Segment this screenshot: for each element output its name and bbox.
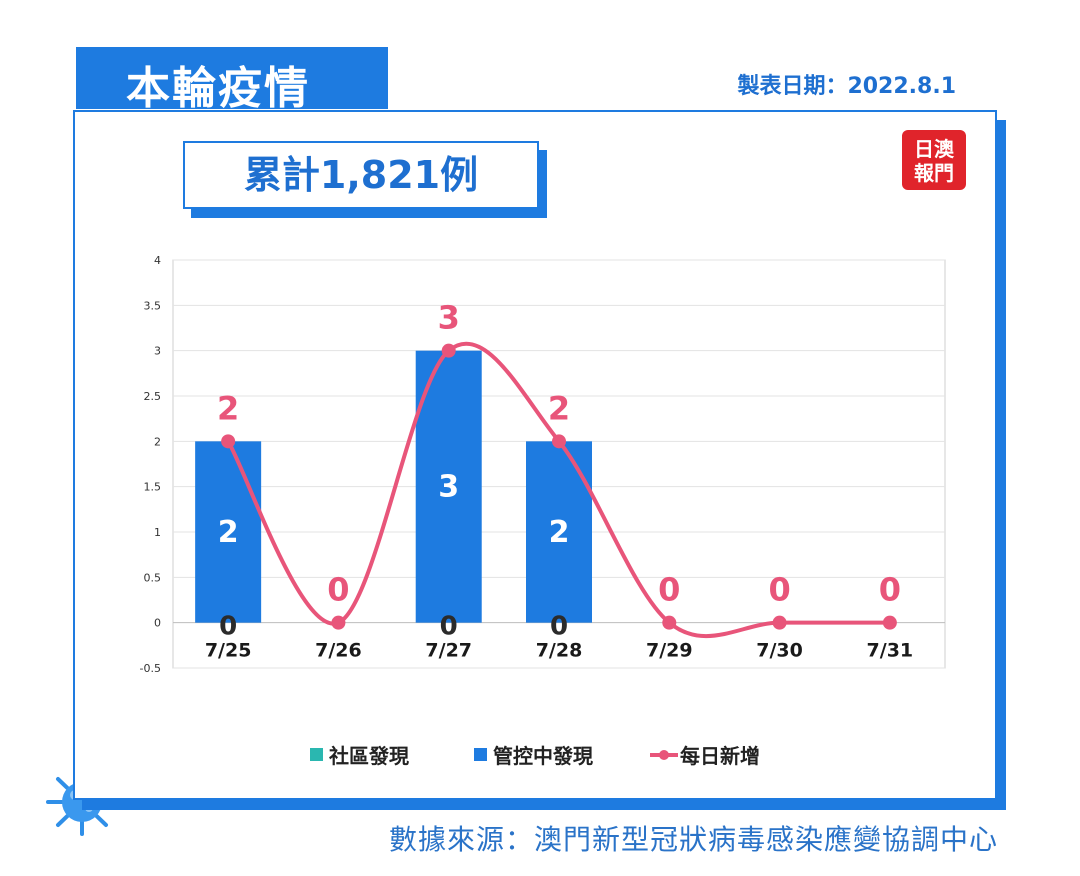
svg-text:報門: 報門: [914, 161, 954, 185]
y-tick-label: 1.5: [144, 481, 162, 494]
y-tick-label: 2: [154, 435, 161, 448]
line-value-label: 2: [548, 389, 570, 427]
bar: [415, 350, 482, 623]
community-value-label: 0: [219, 612, 237, 642]
y-tick-label: -0.5: [140, 662, 161, 675]
line-point: [552, 434, 566, 449]
total-count: 累計1,821例: [243, 153, 479, 197]
date-label: 製表日期：2022.8.1: [737, 74, 956, 99]
title-box: [76, 47, 388, 109]
line-point: [221, 434, 236, 449]
x-tick-label: 7/30: [756, 640, 803, 662]
y-tick-label: 3.5: [144, 299, 162, 312]
legend-label-managed: 管控中發現: [493, 744, 593, 768]
x-tick-label: 7/31: [867, 640, 914, 662]
line-value-label: 0: [879, 571, 901, 609]
x-tick-label: 7/28: [536, 640, 583, 662]
line-point: [662, 615, 677, 630]
bar-value-label: 2: [549, 515, 570, 550]
bar-value-label: 3: [438, 470, 459, 505]
line-point: [882, 615, 897, 630]
legend-item-daily: 每日新增: [650, 740, 760, 769]
svg-text:日澳: 日澳: [914, 137, 955, 161]
line-point: [772, 615, 787, 630]
line-value-label: 2: [217, 389, 239, 427]
legend-label-daily: 每日新增: [680, 744, 760, 768]
y-tick-label: 4: [154, 254, 161, 267]
legend-swatch-managed: [474, 748, 487, 761]
x-tick-label: 7/25: [205, 640, 252, 662]
line-value-label: 0: [658, 571, 680, 609]
community-value-label: 0: [550, 612, 568, 642]
legend-item-community: 社區發現: [310, 740, 409, 769]
total-box: [183, 141, 539, 209]
line-value-label: 0: [327, 571, 349, 609]
y-tick-label: 2.5: [144, 390, 162, 403]
page-title: 本輪疫情: [126, 63, 310, 114]
bar-value-label: 2: [218, 515, 239, 550]
y-tick-label: 0.5: [144, 571, 162, 584]
bar: [195, 441, 262, 623]
line-point: [331, 615, 346, 630]
line-value-label: 3: [438, 299, 460, 337]
x-tick-label: 7/26: [315, 640, 362, 662]
chart-legend: 社區發現 管控中發現 每日新增: [0, 740, 1080, 770]
y-tick-label: 3: [154, 345, 161, 358]
data-source: 數據來源：澳門新型冠狀病毒感染應變協調中心: [388, 823, 998, 856]
x-tick-label: 7/29: [646, 640, 693, 662]
x-tick-label: 7/27: [425, 640, 472, 662]
y-tick-label: 0: [154, 617, 161, 630]
y-tick-label: 1: [154, 526, 161, 539]
legend-item-managed: 管控中發現: [474, 740, 593, 769]
newspaper-logo-icon: 日澳 報門: [902, 130, 966, 190]
legend-swatch-daily: [650, 749, 678, 760]
legend-label-community: 社區發現: [329, 744, 409, 768]
line-value-label: 0: [768, 571, 790, 609]
line-point: [441, 343, 456, 358]
legend-swatch-community: [310, 748, 323, 761]
community-value-label: 0: [440, 612, 458, 642]
